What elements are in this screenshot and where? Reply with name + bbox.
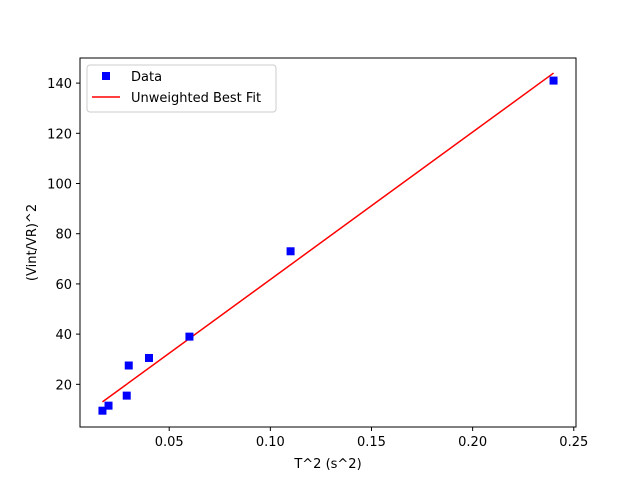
y-tick-label: 120 [47, 127, 72, 142]
data-point [124, 361, 133, 370]
x-axis-label: T^2 (s^2) [293, 457, 361, 472]
plot-area [98, 72, 558, 415]
best-fit-line [102, 72, 554, 403]
data-point [122, 391, 131, 400]
data-point [104, 401, 113, 410]
y-tick-label: 100 [47, 178, 72, 193]
x-axis-ticks: 0.05 0.10 0.15 0.20 0.25 [155, 427, 588, 450]
x-tick-label: 0.05 [155, 435, 184, 450]
y-axis-ticks: 20 40 60 80 100 120 140 [47, 77, 80, 393]
x-tick-label: 0.25 [559, 435, 588, 450]
y-tick-label: 80 [55, 228, 72, 243]
legend: Data Unweighted Best Fit [86, 64, 277, 113]
data-point [549, 76, 558, 85]
x-tick-label: 0.20 [458, 435, 487, 450]
y-axis-label: (Vint/VR)^2 [25, 204, 40, 281]
legend-marker-data [102, 72, 110, 80]
data-point [185, 332, 194, 341]
axes-frame [79, 57, 577, 428]
y-tick-label: 60 [55, 278, 72, 293]
legend-label-fit: Unweighted Best Fit [131, 91, 261, 106]
y-tick-label: 20 [55, 378, 72, 393]
data-point [144, 353, 153, 362]
data-point [98, 406, 107, 415]
x-tick-label: 0.10 [256, 435, 285, 450]
legend-label-data: Data [131, 70, 162, 85]
y-tick-label: 140 [47, 77, 72, 92]
y-tick-label: 40 [55, 328, 72, 343]
x-tick-label: 0.15 [357, 435, 386, 450]
legend-box [86, 64, 277, 113]
data-point [286, 247, 295, 256]
